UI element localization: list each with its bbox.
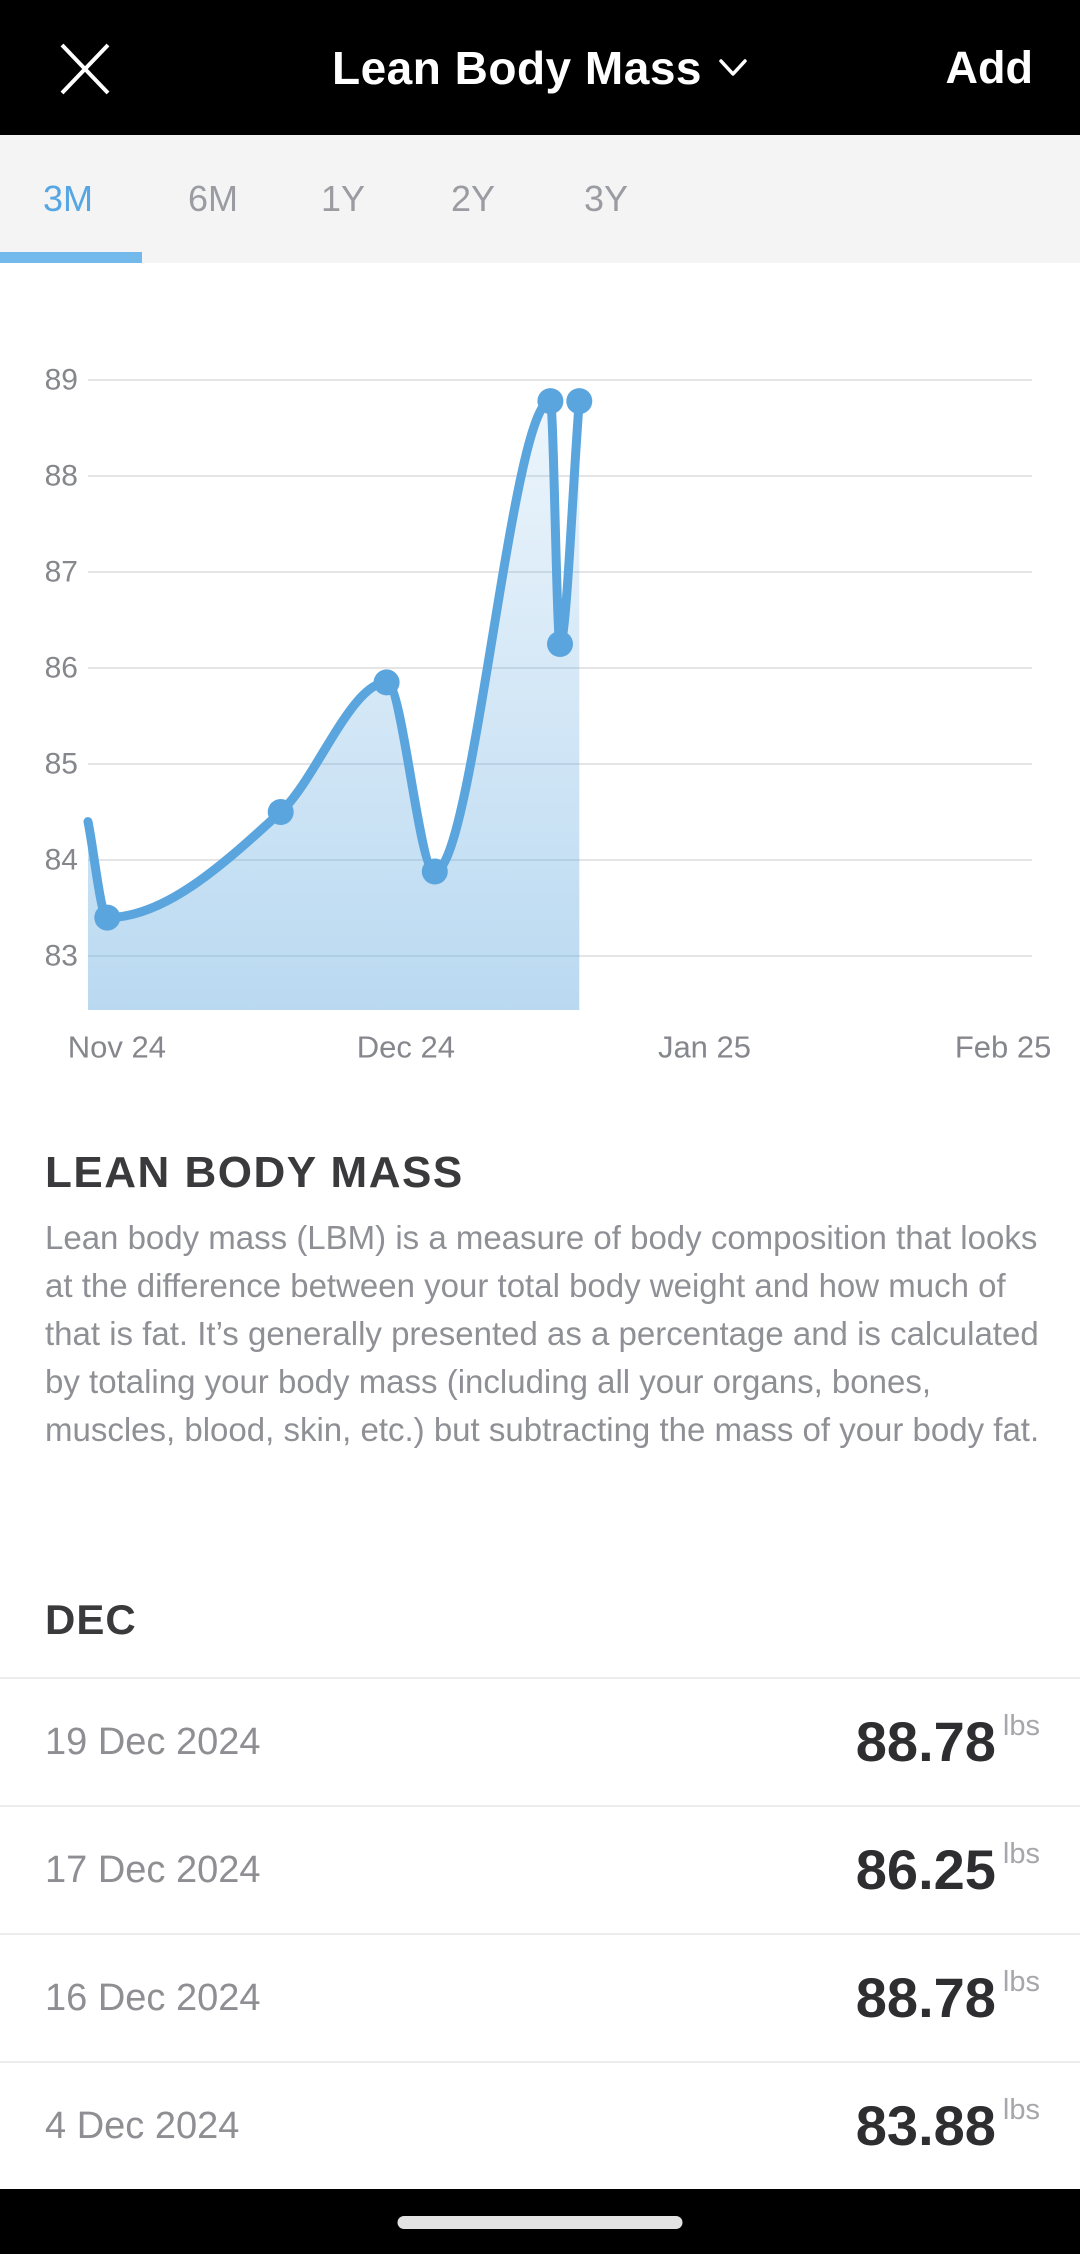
about-heading: LEAN BODY MASS <box>45 1148 464 1197</box>
measurement-date: 16 Dec 2024 <box>45 1976 261 2019</box>
measurement-unit: lbs <box>1002 1966 1040 1998</box>
chart-point <box>537 388 564 415</box>
chart-point <box>547 631 573 657</box>
measurement-row[interactable]: 17 Dec 2024 86.25 lbs <box>0 1805 1080 1933</box>
y-axis-label: 85 <box>45 748 78 781</box>
month-section-header: DEC <box>45 1596 137 1643</box>
measurement-value-group: 88.78 lbs <box>855 1966 1040 2029</box>
chart-point <box>566 388 593 415</box>
y-axis-label: 84 <box>45 844 78 877</box>
y-axis-label: 88 <box>45 460 78 493</box>
y-axis-label: 89 <box>45 364 78 397</box>
measurement-row[interactable]: 16 Dec 2024 88.78 lbs <box>0 1933 1080 2061</box>
y-axis-label: 87 <box>45 556 78 589</box>
lbm-chart: 89 88 87 86 85 84 83 Nov 24 Dec 24 Jan 25 Feb 25 <box>0 330 1080 1080</box>
chevron-down-icon <box>719 58 747 76</box>
lbm-chart-svg: 89 88 87 86 85 84 83 Nov 24 Dec 24 Jan 25 Feb 25 <box>45 364 1052 1065</box>
measurement-list: 19 Dec 2024 88.78 lbs 17 Dec 2024 86.25 … <box>0 1677 1080 2189</box>
page-title: Lean Body Mass <box>332 41 702 94</box>
measurement-value: 88.78 <box>855 1966 996 2029</box>
measurement-value: 86.25 <box>855 1838 996 1901</box>
x-axis-label: Dec 24 <box>357 1030 455 1065</box>
header-bar: Lean Body Mass Add <box>0 0 1080 135</box>
measurement-value: 83.88 <box>855 2094 996 2157</box>
measurement-value: 88.78 <box>855 1710 996 1773</box>
tab-6m[interactable]: 6M <box>178 135 248 263</box>
home-indicator[interactable] <box>397 2216 683 2229</box>
metric-title-dropdown[interactable]: Lean Body Mass <box>0 0 1080 135</box>
tab-3m[interactable]: 3M <box>33 135 103 263</box>
measurement-unit: lbs <box>1002 1838 1040 1870</box>
bottom-bar <box>0 2189 1080 2254</box>
measurement-value-group: 88.78 lbs <box>855 1710 1040 1773</box>
measurement-date: 19 Dec 2024 <box>45 1720 261 1763</box>
measurement-value-group: 86.25 lbs <box>855 1838 1040 1901</box>
close-icon <box>60 43 110 95</box>
time-range-tabs: 3M 6M 1Y 2Y 3Y <box>0 135 1080 263</box>
measurement-date: 4 Dec 2024 <box>45 2104 240 2147</box>
tab-2y[interactable]: 2Y <box>441 135 505 263</box>
tab-1y[interactable]: 1Y <box>311 135 375 263</box>
close-button[interactable] <box>40 24 130 114</box>
x-axis-label: Jan 25 <box>658 1030 751 1065</box>
chart-area-fill <box>88 401 580 1011</box>
add-button[interactable]: Add <box>946 0 1033 135</box>
tab-3y[interactable]: 3Y <box>574 135 638 263</box>
measurement-unit: lbs <box>1002 2094 1040 2126</box>
chart-point <box>94 904 121 931</box>
active-tab-indicator <box>0 252 142 263</box>
measurement-row[interactable]: 4 Dec 2024 83.88 lbs <box>0 2061 1080 2189</box>
chart-point <box>267 799 294 825</box>
measurement-date: 17 Dec 2024 <box>45 1848 261 1891</box>
measurement-value-group: 83.88 lbs <box>855 2094 1040 2157</box>
x-axis-label: Feb 25 <box>955 1030 1052 1065</box>
chart-point <box>373 669 400 696</box>
measurement-unit: lbs <box>1002 1710 1040 1742</box>
chart-point <box>421 858 448 885</box>
about-description: Lean body mass (LBM) is a measure of bod… <box>45 1219 1040 1448</box>
x-axis-label: Nov 24 <box>68 1030 166 1065</box>
y-axis-label: 83 <box>45 940 78 973</box>
y-axis-label: 86 <box>45 652 78 685</box>
measurement-row[interactable]: 19 Dec 2024 88.78 lbs <box>0 1677 1080 1805</box>
